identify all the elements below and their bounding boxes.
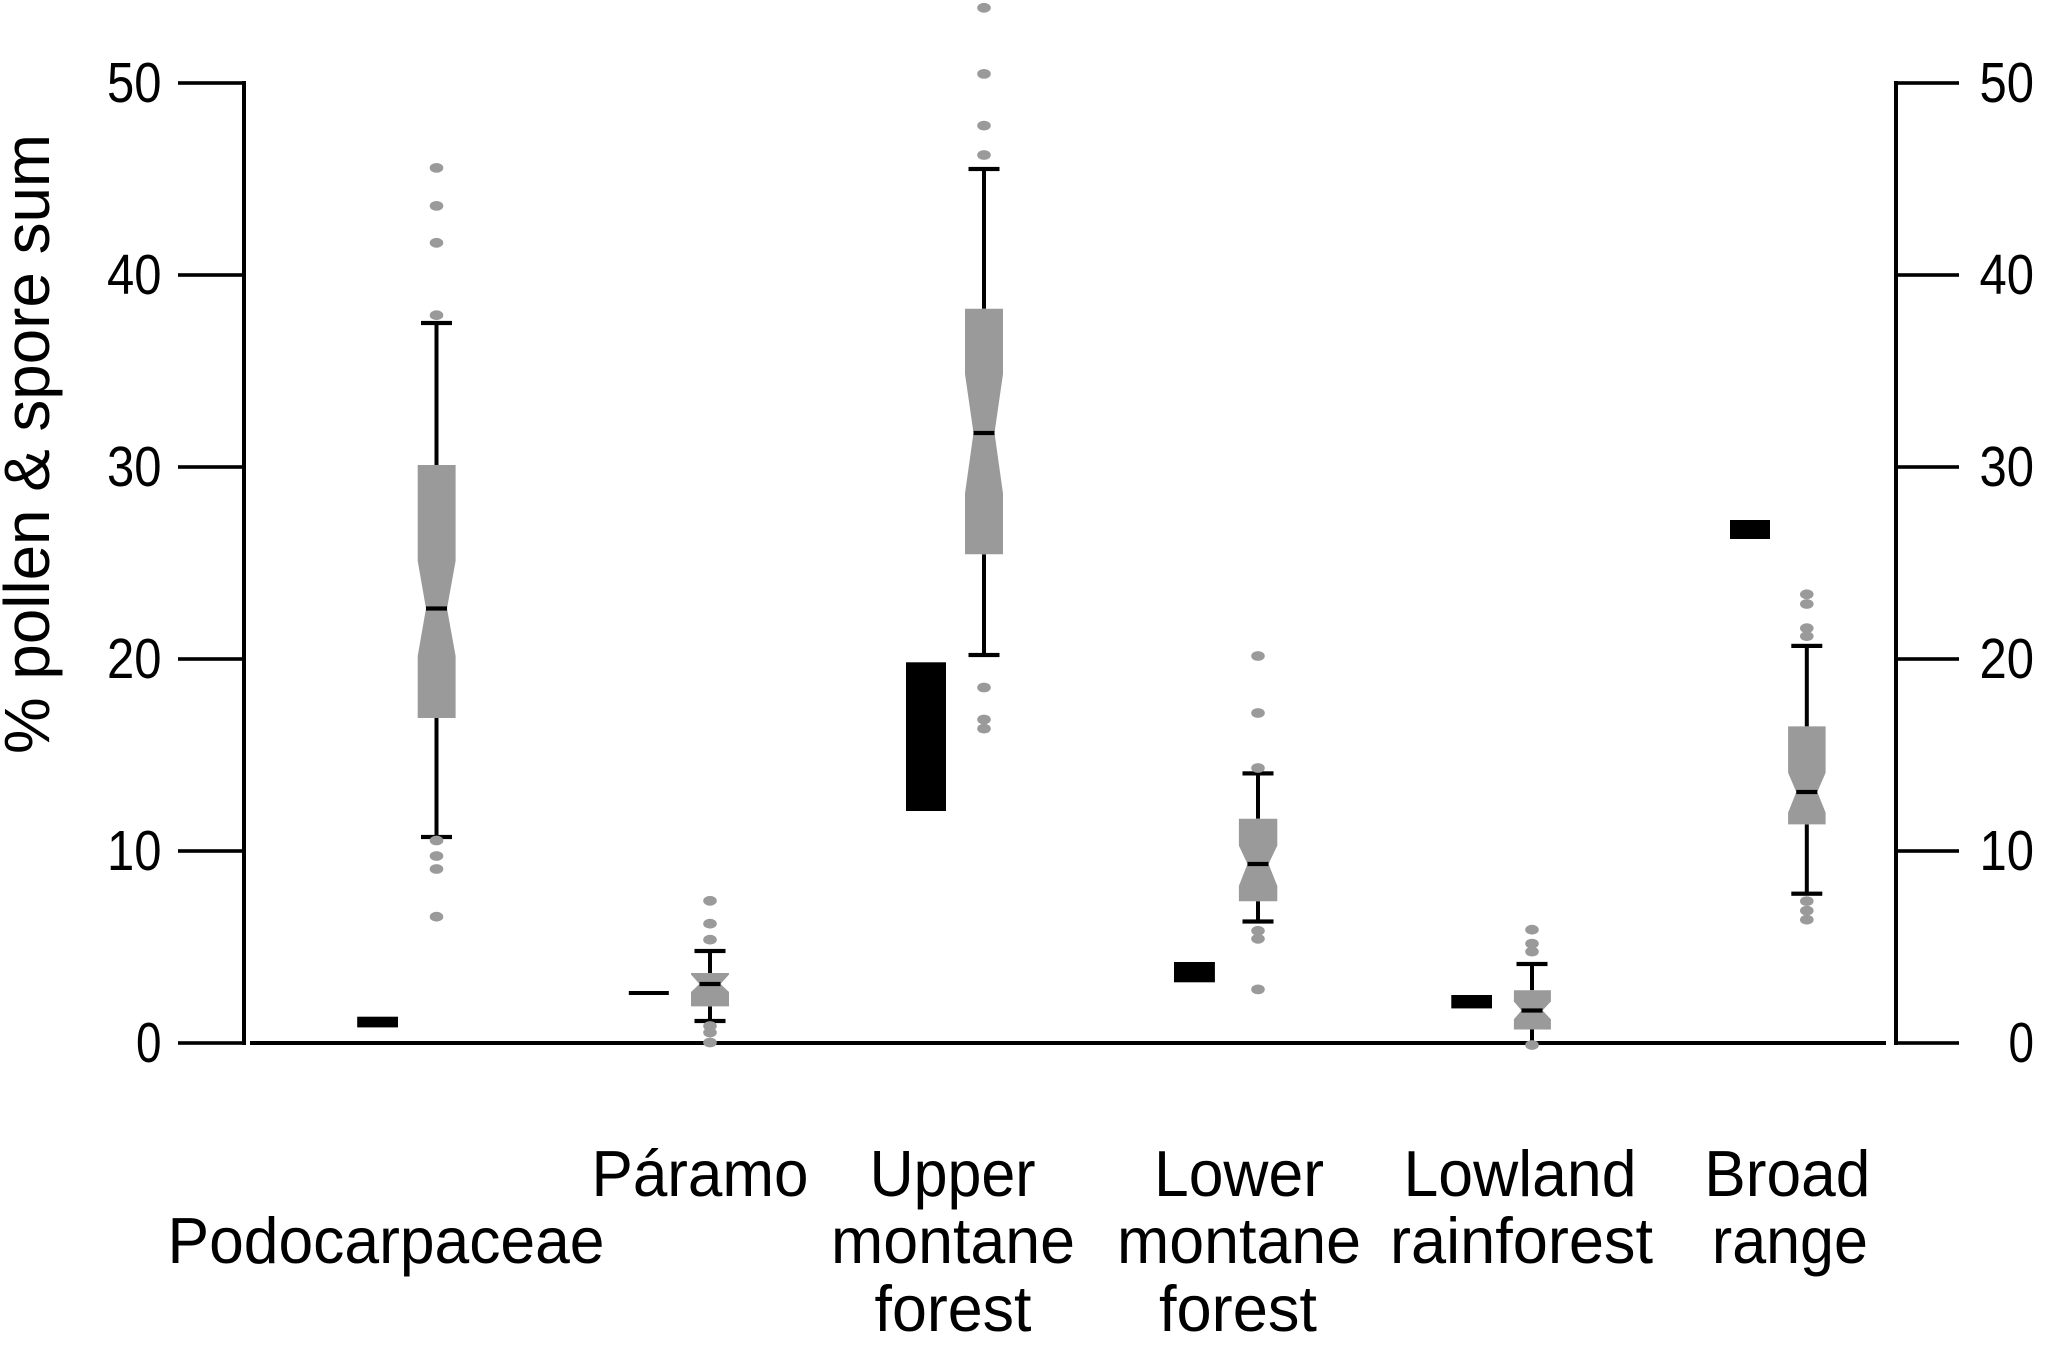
- svg-text:20: 20: [1980, 627, 2035, 691]
- svg-text:10: 10: [107, 819, 162, 883]
- svg-text:range: range: [1712, 1204, 1868, 1277]
- svg-text:forest: forest: [1159, 1272, 1317, 1345]
- svg-text:40: 40: [107, 243, 162, 307]
- svg-text:40: 40: [1980, 243, 2035, 307]
- svg-text:50: 50: [1980, 51, 2035, 115]
- svg-text:% pollen & spore sum: % pollen & spore sum: [0, 134, 63, 754]
- svg-text:rainforest: rainforest: [1390, 1204, 1653, 1277]
- svg-text:10: 10: [1980, 819, 2035, 883]
- svg-text:50: 50: [107, 51, 162, 115]
- svg-text:forest: forest: [875, 1272, 1032, 1345]
- svg-text:montane: montane: [831, 1204, 1075, 1277]
- svg-text:0: 0: [136, 1011, 162, 1075]
- svg-text:Podocarpaceae: Podocarpaceae: [168, 1204, 605, 1277]
- svg-text:Broad: Broad: [1704, 1137, 1870, 1210]
- svg-text:Upper: Upper: [870, 1137, 1036, 1210]
- svg-text:Lower: Lower: [1154, 1137, 1324, 1210]
- svg-text:30: 30: [1980, 435, 2035, 499]
- svg-text:0: 0: [2009, 1011, 2035, 1075]
- svg-text:Lowland: Lowland: [1404, 1137, 1637, 1210]
- svg-text:montane: montane: [1117, 1204, 1361, 1277]
- svg-text:20: 20: [107, 627, 162, 691]
- svg-text:30: 30: [107, 435, 162, 499]
- svg-text:Páramo: Páramo: [592, 1137, 809, 1210]
